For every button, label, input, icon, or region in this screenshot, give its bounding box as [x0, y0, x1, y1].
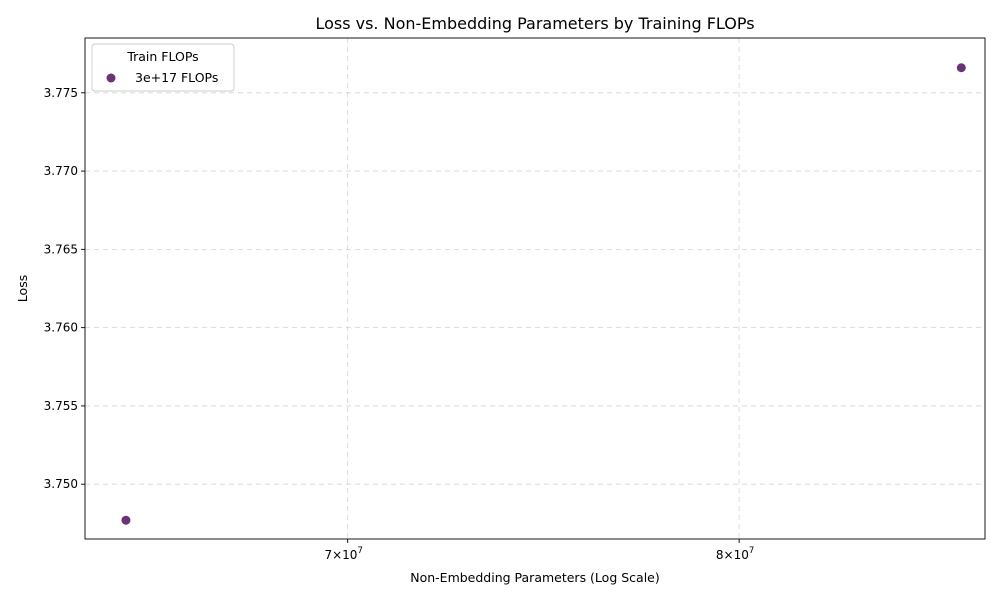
y-axis-ticks: 3.750 3.755 3.760 3.765 3.770 3.775	[44, 86, 85, 491]
y-tick-label: 3.775	[44, 86, 78, 100]
legend-entry-label: 3e+17 FLOPs	[135, 70, 218, 85]
x-tick-label: 8×107	[716, 546, 754, 562]
y-tick-label: 3.750	[44, 477, 78, 491]
points-layer	[121, 63, 966, 525]
x-tick-label: 7×107	[324, 546, 362, 562]
legend-marker	[106, 73, 116, 83]
y-axis-label: Loss	[15, 275, 30, 302]
y-tick-label: 3.760	[44, 321, 78, 335]
legend: Train FLOPs 3e+17 FLOPs	[91, 43, 235, 92]
legend-title: Train FLOPs	[126, 49, 198, 64]
x-axis-label: Non-Embedding Parameters (Log Scale)	[410, 570, 660, 585]
x-axis-ticks: 7×107 8×107	[324, 539, 754, 562]
legend-box	[91, 43, 235, 92]
y-tick-label: 3.755	[44, 399, 78, 413]
y-tick-label: 3.770	[44, 164, 78, 178]
y-tick-label: 3.765	[44, 242, 78, 256]
grid-layer	[85, 38, 985, 539]
data-point	[956, 63, 966, 73]
plot-frame	[84, 37, 986, 540]
chart-title: Loss vs. Non-Embedding Parameters by Tra…	[315, 14, 754, 33]
data-point	[121, 515, 131, 525]
